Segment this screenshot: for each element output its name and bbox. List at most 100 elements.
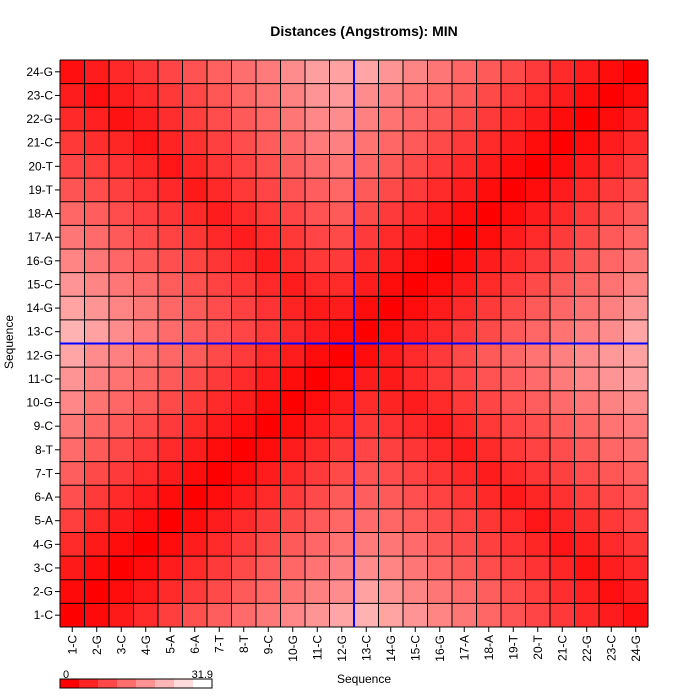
heatmap-cell bbox=[182, 107, 207, 131]
heatmap-cell bbox=[60, 390, 85, 415]
heatmap-cell bbox=[329, 178, 354, 202]
heatmap-cell bbox=[109, 579, 134, 604]
heatmap-cell bbox=[84, 319, 109, 344]
heatmap-cell bbox=[354, 272, 379, 297]
heatmap-cells bbox=[60, 60, 648, 627]
heatmap-cell bbox=[599, 343, 624, 368]
heatmap-cell bbox=[280, 130, 305, 155]
heatmap-cell bbox=[60, 438, 85, 462]
heatmap-cell bbox=[305, 225, 330, 249]
heatmap-cell bbox=[280, 60, 305, 84]
legend-swatch bbox=[174, 679, 194, 688]
heatmap-cell bbox=[574, 225, 599, 249]
heatmap-cell bbox=[427, 579, 452, 604]
heatmap-cell bbox=[550, 107, 575, 131]
heatmap-cell bbox=[231, 296, 256, 320]
heatmap-cell bbox=[525, 485, 550, 509]
heatmap-cell bbox=[231, 461, 256, 486]
heatmap-cell bbox=[452, 178, 477, 202]
y-tick-labels: 1-C 2-G 3-C 4-G 5-A 6-A 7-T 8-T 9-C 10-G 11-C 12-G 1… bbox=[26, 65, 60, 622]
heatmap-cell bbox=[354, 201, 379, 226]
heatmap-cell bbox=[574, 107, 599, 131]
heatmap-cell bbox=[231, 343, 256, 368]
heatmap-cell bbox=[84, 390, 109, 415]
heatmap-cell bbox=[256, 343, 281, 368]
heatmap-cell bbox=[403, 272, 428, 297]
heatmap-cell bbox=[182, 390, 207, 415]
heatmap-cell bbox=[329, 107, 354, 131]
heatmap-cell bbox=[476, 60, 501, 84]
heatmap-cell bbox=[60, 532, 85, 557]
y-tick-label: 5-A bbox=[34, 514, 53, 528]
heatmap-cell bbox=[476, 130, 501, 155]
heatmap-cell bbox=[378, 390, 403, 415]
y-tick-label: 14-G bbox=[26, 301, 53, 315]
heatmap-cell bbox=[354, 438, 379, 462]
heatmap-cell bbox=[133, 319, 158, 344]
heatmap-cell bbox=[158, 343, 183, 368]
heatmap-cell bbox=[256, 201, 281, 226]
heatmap-cell bbox=[623, 438, 648, 462]
heatmap-cell bbox=[256, 367, 281, 391]
heatmap-cell bbox=[501, 343, 526, 368]
heatmap-cell bbox=[427, 225, 452, 249]
heatmap-cell bbox=[525, 414, 550, 438]
heatmap-cell bbox=[280, 556, 305, 580]
y-tick-label: 20-T bbox=[28, 159, 53, 173]
heatmap-cell bbox=[599, 390, 624, 415]
y-tick-label: 4-G bbox=[33, 537, 53, 551]
heatmap-cell bbox=[182, 154, 207, 179]
heatmap-cell bbox=[305, 579, 330, 604]
heatmap-cell bbox=[280, 343, 305, 368]
heatmap-cell bbox=[182, 367, 207, 391]
heatmap-cell bbox=[329, 296, 354, 320]
heatmap-cell bbox=[109, 556, 134, 580]
y-tick-label: 19-T bbox=[28, 183, 53, 197]
legend-swatch bbox=[98, 679, 118, 688]
heatmap-cell bbox=[623, 225, 648, 249]
heatmap-cell bbox=[550, 296, 575, 320]
heatmap-cell bbox=[354, 367, 379, 391]
heatmap-cell bbox=[525, 296, 550, 320]
heatmap-cell bbox=[525, 343, 550, 368]
heatmap-cell bbox=[207, 107, 232, 131]
x-tick-label: 19-T bbox=[506, 634, 520, 659]
heatmap-cell bbox=[427, 485, 452, 509]
heatmap-cell bbox=[550, 319, 575, 344]
heatmap-cell bbox=[231, 438, 256, 462]
heatmap-cell bbox=[60, 225, 85, 249]
heatmap-cell bbox=[256, 296, 281, 320]
heatmap-cell bbox=[84, 532, 109, 557]
heatmap-cell bbox=[256, 178, 281, 202]
x-tick-label: 16-G bbox=[433, 635, 447, 662]
heatmap-cell bbox=[256, 438, 281, 462]
heatmap-cell bbox=[574, 296, 599, 320]
heatmap-cell bbox=[427, 107, 452, 131]
heatmap-cell bbox=[280, 508, 305, 533]
heatmap-cell bbox=[60, 201, 85, 226]
heatmap-cell bbox=[599, 296, 624, 320]
heatmap-cell bbox=[501, 319, 526, 344]
heatmap-cell bbox=[109, 130, 134, 155]
heatmap-cell bbox=[452, 343, 477, 368]
heatmap-cell bbox=[501, 296, 526, 320]
heatmap-cell bbox=[623, 130, 648, 155]
heatmap-cell bbox=[60, 461, 85, 486]
heatmap-cell bbox=[427, 414, 452, 438]
heatmap-cell bbox=[133, 390, 158, 415]
heatmap-cell bbox=[599, 178, 624, 202]
heatmap-cell bbox=[84, 438, 109, 462]
heatmap-cell bbox=[329, 579, 354, 604]
heatmap-cell bbox=[158, 83, 183, 108]
heatmap-cell bbox=[109, 461, 134, 486]
heatmap-cell bbox=[550, 603, 575, 627]
heatmap-cell bbox=[60, 485, 85, 509]
heatmap-cell bbox=[133, 556, 158, 580]
heatmap-cell bbox=[476, 367, 501, 391]
heatmap-cell bbox=[427, 130, 452, 155]
heatmap-cell bbox=[109, 249, 134, 273]
heatmap-cell bbox=[133, 508, 158, 533]
heatmap-cell bbox=[427, 390, 452, 415]
heatmap-cell bbox=[403, 603, 428, 627]
heatmap-cell bbox=[354, 414, 379, 438]
